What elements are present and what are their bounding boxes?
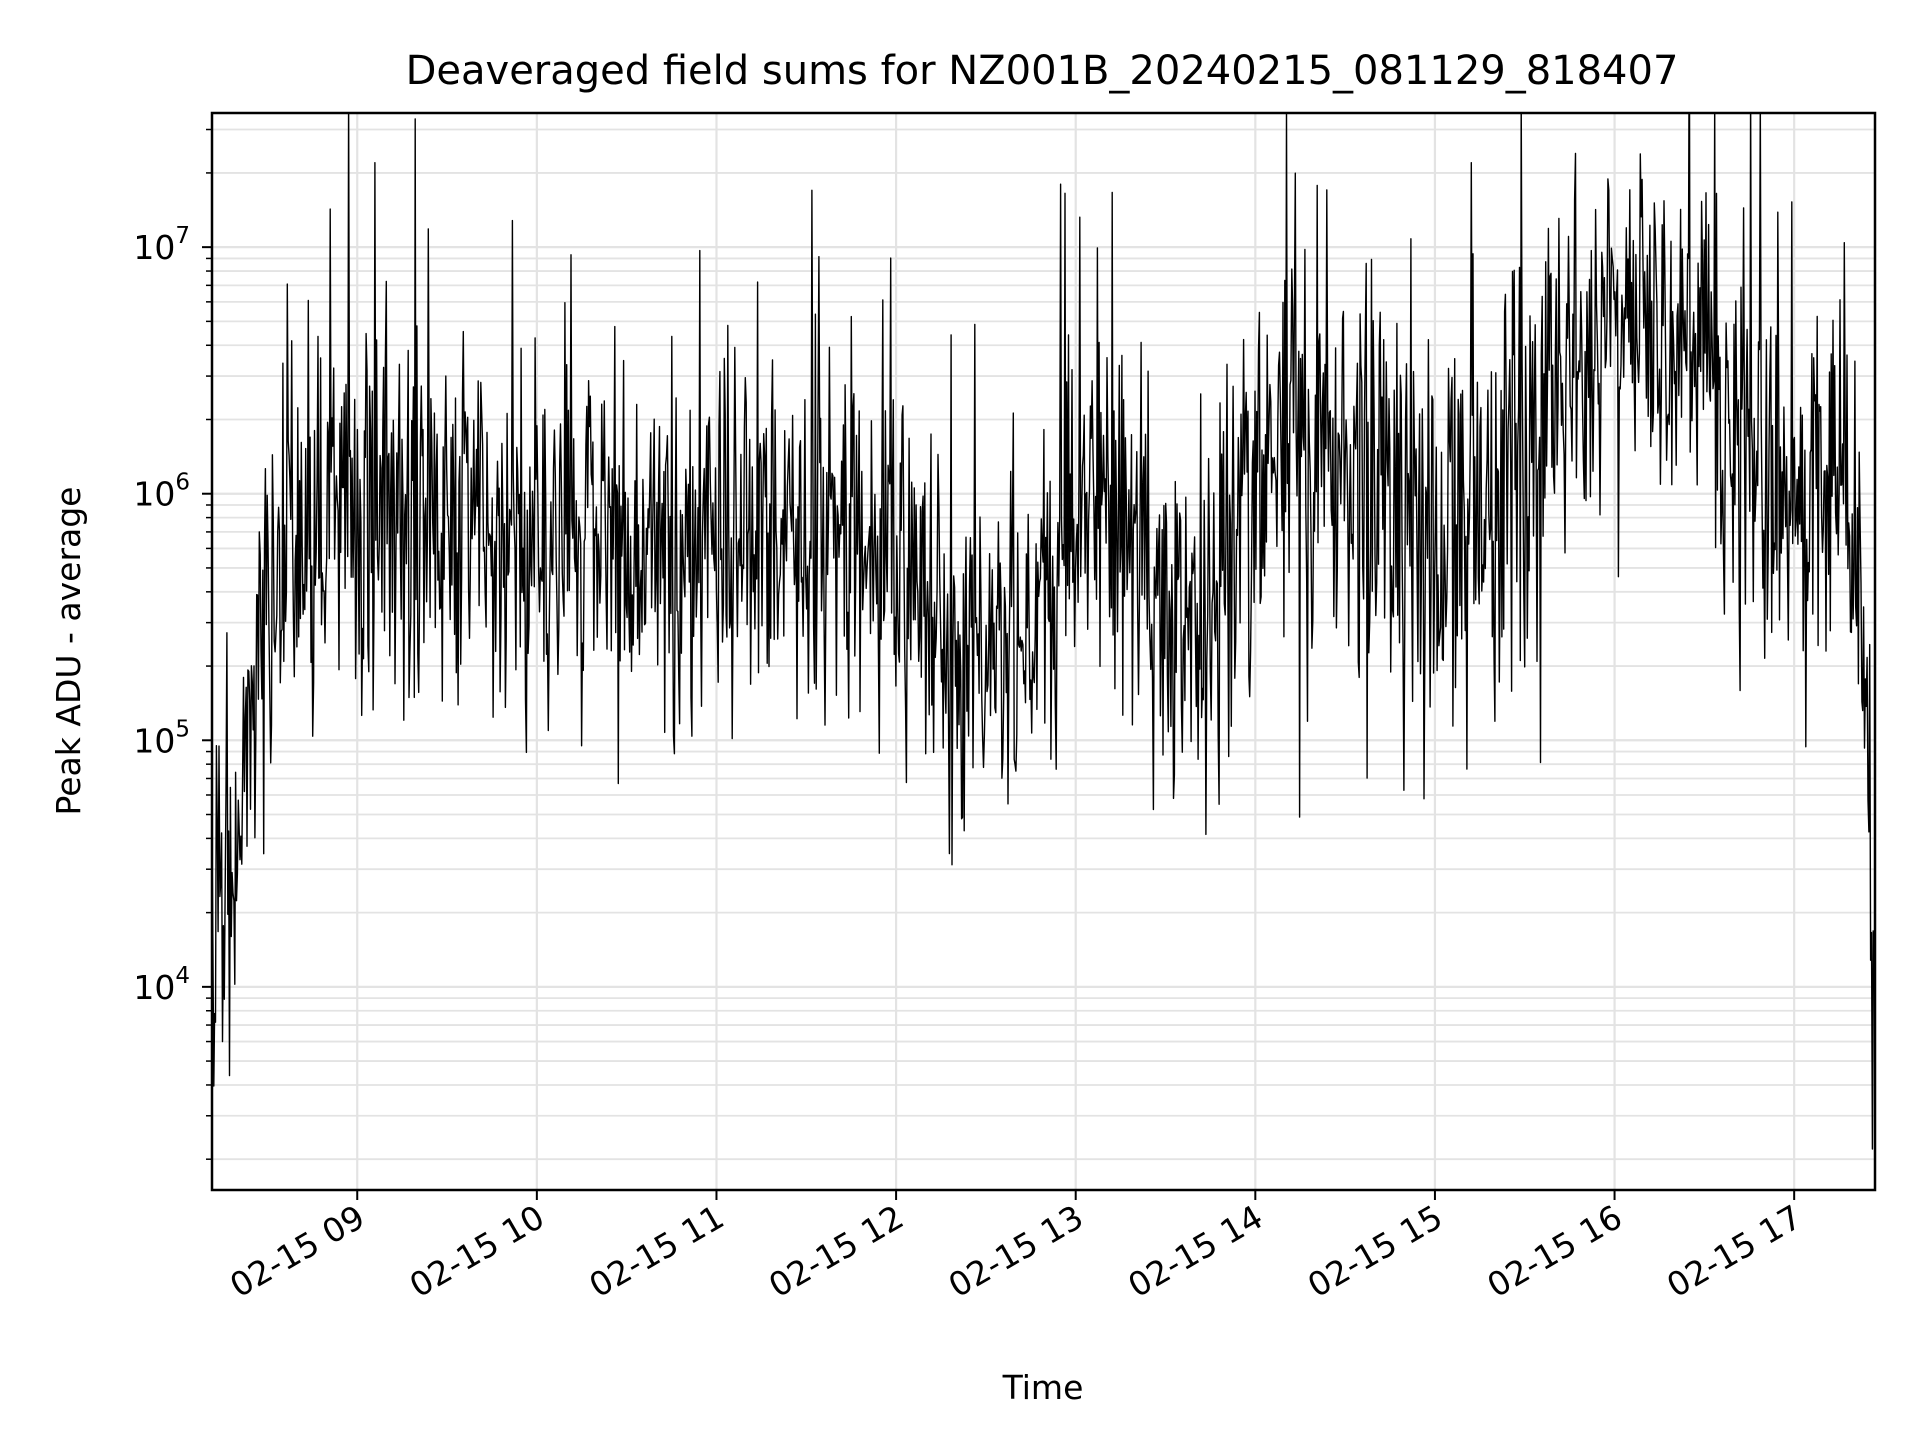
- y-axis-label: Peak ADU - average: [49, 487, 88, 816]
- y-tick-label: 105: [133, 716, 190, 760]
- series-line: [212, 113, 1875, 1150]
- y-tick-label: 106: [133, 470, 190, 514]
- y-axis: 104 105 106 107: [133, 128, 212, 1160]
- y-tick-label: 104: [133, 963, 190, 1007]
- x-axis-label: Time: [1002, 1368, 1084, 1407]
- plot-frame: [210, 111, 1877, 1192]
- chart-title: Deaveraged field sums for NZ001B_2024021…: [406, 48, 1679, 94]
- y-tick-label: 107: [133, 223, 190, 267]
